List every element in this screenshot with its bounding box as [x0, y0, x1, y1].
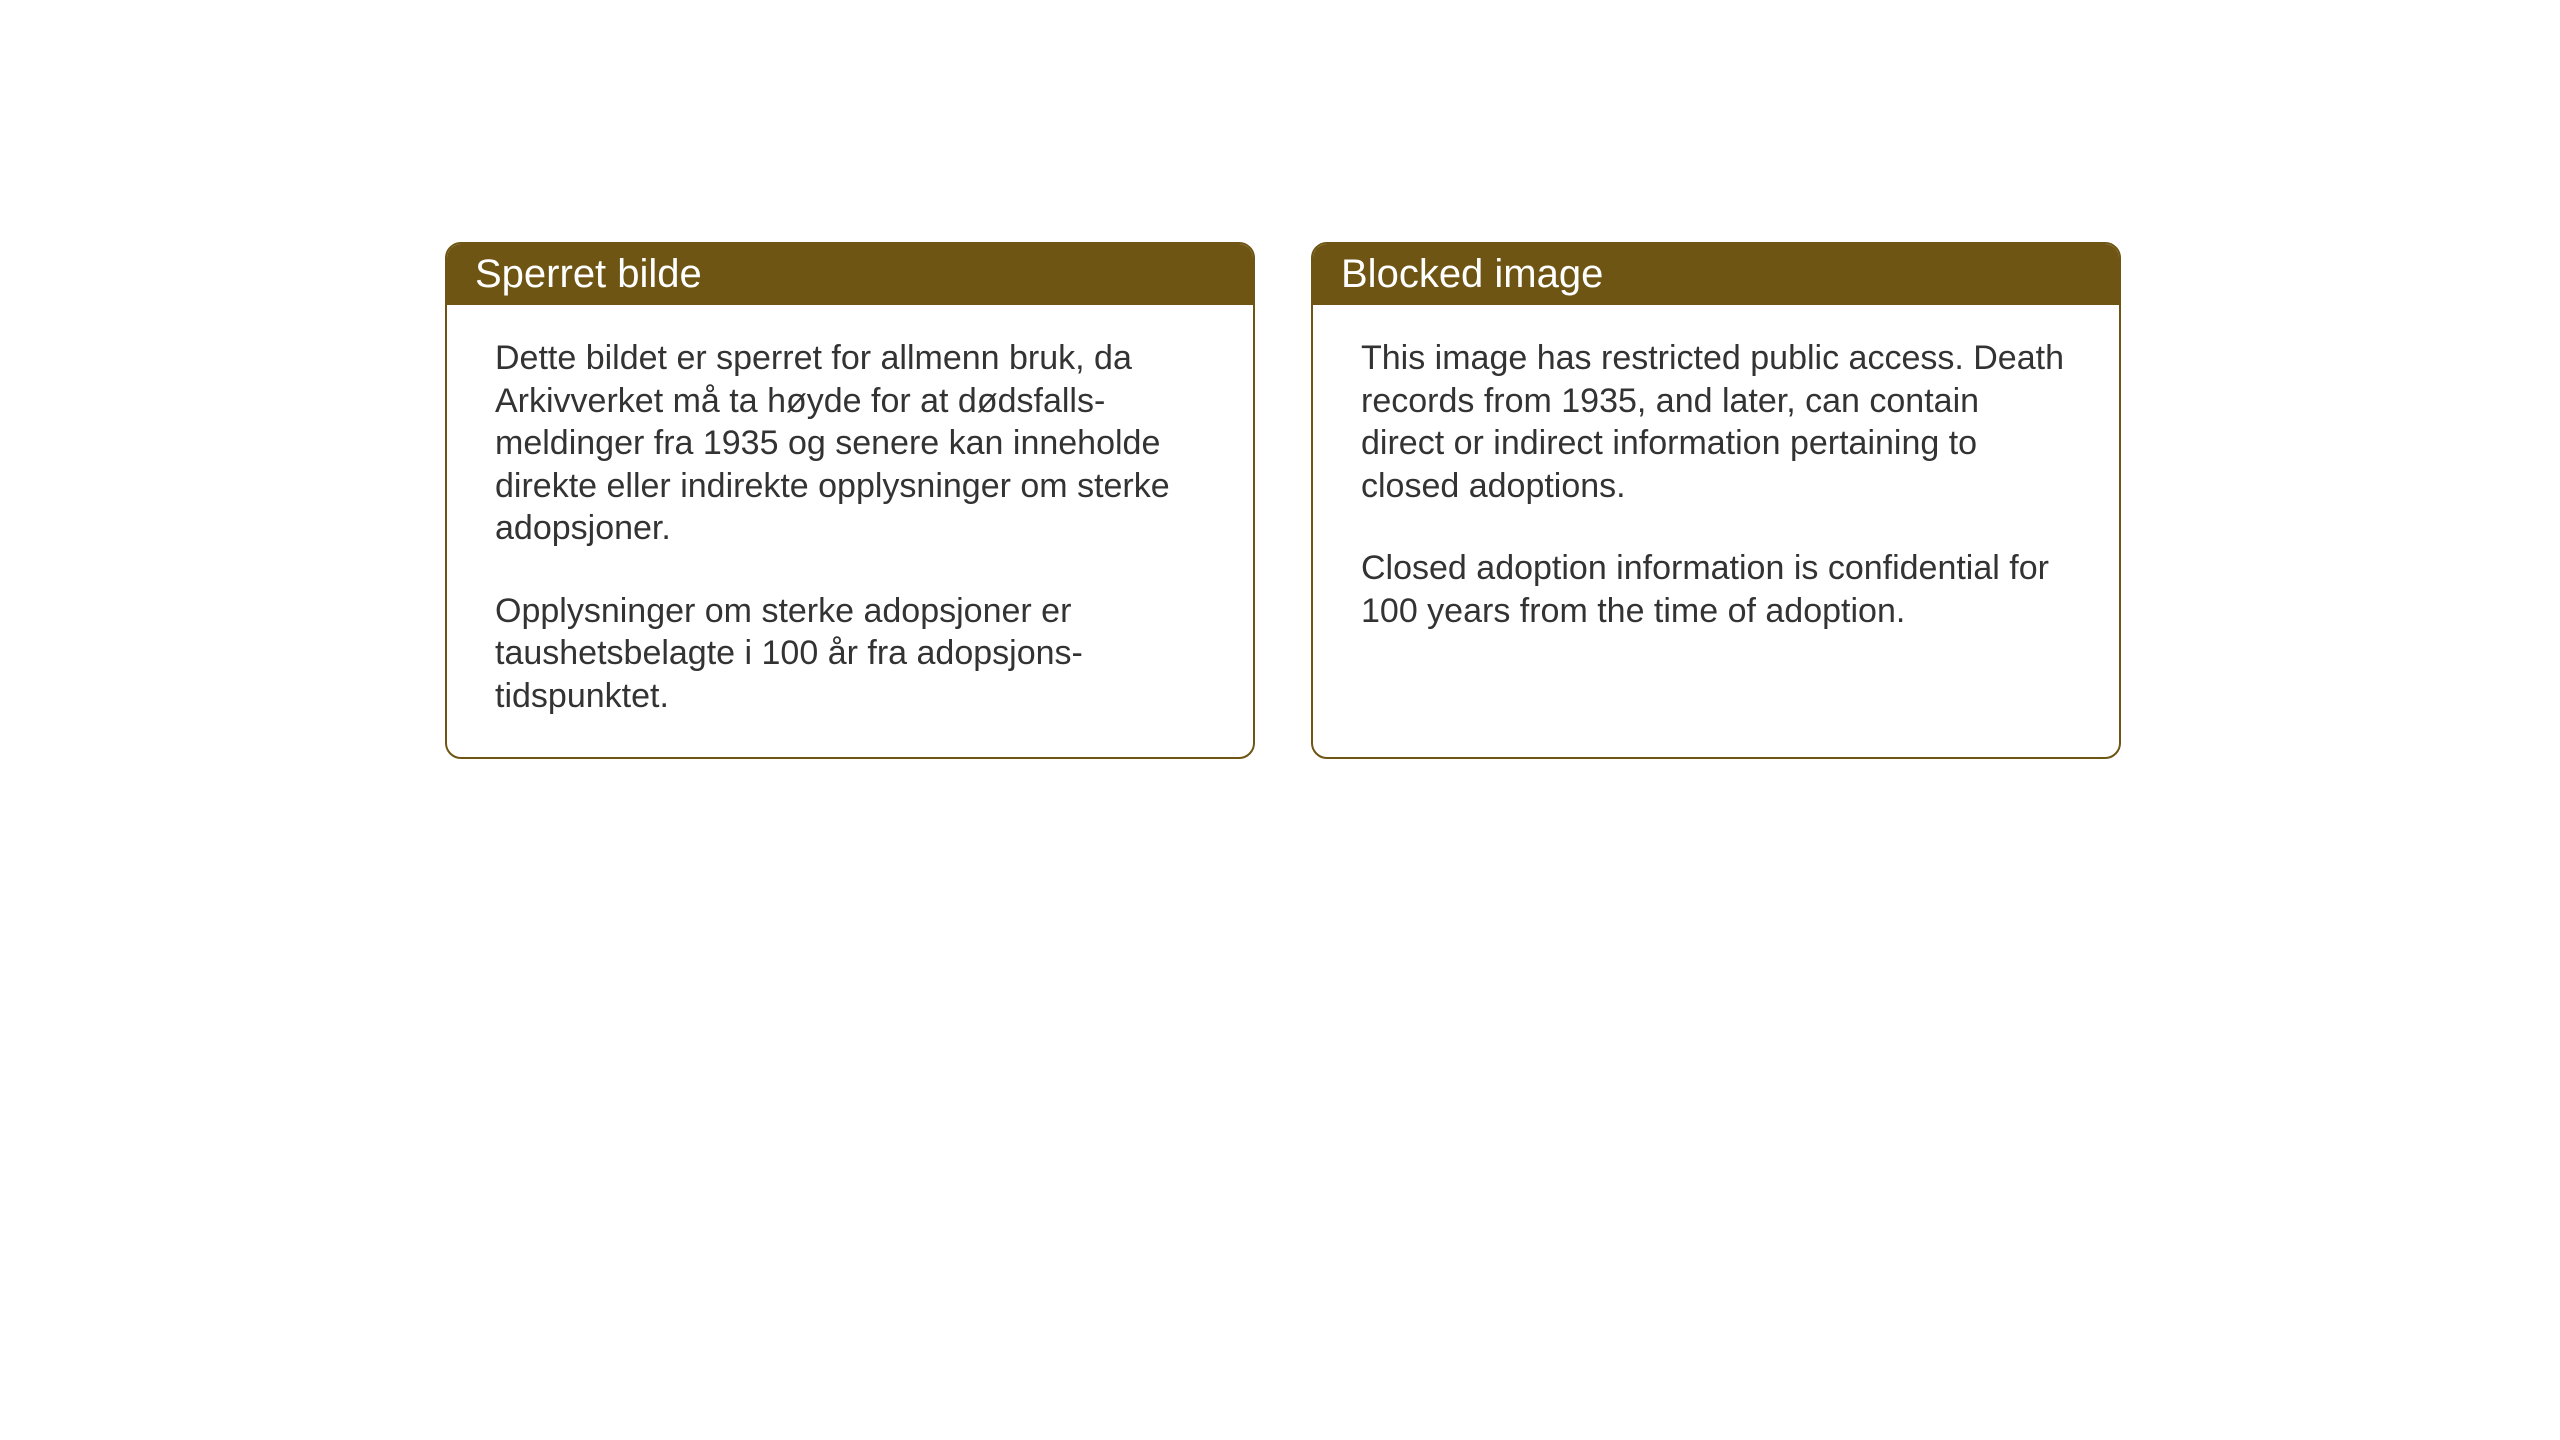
notice-paragraph: This image has restricted public access.…	[1361, 337, 2071, 507]
notice-header-english: Blocked image	[1313, 244, 2119, 305]
notice-paragraph: Closed adoption information is confident…	[1361, 547, 2071, 632]
notice-paragraph: Opplysninger om sterke adopsjoner er tau…	[495, 590, 1205, 718]
notice-body-english: This image has restricted public access.…	[1313, 305, 2119, 672]
notice-box-english: Blocked image This image has restricted …	[1311, 242, 2121, 759]
notice-container: Sperret bilde Dette bildet er sperret fo…	[0, 0, 2560, 759]
notice-header-norwegian: Sperret bilde	[447, 244, 1253, 305]
notice-body-norwegian: Dette bildet er sperret for allmenn bruk…	[447, 305, 1253, 757]
notice-paragraph: Dette bildet er sperret for allmenn bruk…	[495, 337, 1205, 550]
notice-box-norwegian: Sperret bilde Dette bildet er sperret fo…	[445, 242, 1255, 759]
